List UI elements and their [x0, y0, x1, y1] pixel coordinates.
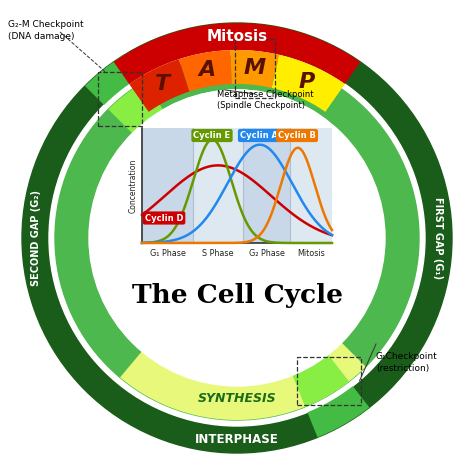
Text: M: M	[244, 58, 266, 78]
Text: INTERPHASE: INTERPHASE	[195, 433, 279, 446]
Bar	[290, 128, 332, 243]
Circle shape	[89, 90, 385, 386]
Text: Cyclin B: Cyclin B	[278, 131, 316, 140]
Circle shape	[89, 90, 385, 386]
Text: G₂-M Checkpoint
(DNA damage): G₂-M Checkpoint (DNA damage)	[8, 20, 83, 41]
Text: G₁ Phase: G₁ Phase	[150, 249, 186, 258]
Text: S Phase: S Phase	[202, 249, 234, 258]
Circle shape	[49, 50, 425, 426]
Polygon shape	[85, 52, 143, 105]
Circle shape	[55, 56, 419, 420]
Polygon shape	[179, 50, 232, 92]
Text: Concentration: Concentration	[128, 158, 137, 213]
Polygon shape	[322, 89, 419, 387]
Text: G₂ Phase: G₂ Phase	[248, 249, 284, 258]
Bar	[243, 128, 290, 243]
Text: Mitosis: Mitosis	[297, 249, 325, 258]
Text: The Cell Cycle: The Cell Cycle	[131, 283, 343, 308]
Text: Mitosis: Mitosis	[207, 29, 267, 44]
Text: Cyclin D: Cyclin D	[145, 213, 183, 222]
Polygon shape	[114, 23, 360, 84]
Text: Cyclin E: Cyclin E	[193, 131, 230, 140]
Text: Metaphase Checkpoint
(Spindle Checkpoint): Metaphase Checkpoint (Spindle Checkpoint…	[217, 90, 313, 110]
Circle shape	[22, 23, 452, 453]
Text: FIRST GAP (G₁): FIRST GAP (G₁)	[434, 197, 444, 279]
Polygon shape	[230, 50, 279, 88]
Polygon shape	[272, 55, 345, 112]
Text: A: A	[199, 60, 216, 79]
Text: SYNTHESIS: SYNTHESIS	[198, 392, 276, 405]
Bar	[142, 128, 332, 243]
Polygon shape	[108, 80, 163, 133]
Polygon shape	[55, 89, 186, 409]
Polygon shape	[120, 343, 366, 420]
Text: P: P	[299, 72, 315, 92]
Bar	[142, 128, 193, 243]
Text: Cyclin A: Cyclin A	[240, 131, 278, 140]
Text: SECOND GAP (G₂): SECOND GAP (G₂)	[30, 190, 40, 286]
Polygon shape	[292, 355, 349, 407]
Polygon shape	[129, 59, 190, 112]
Bar	[193, 128, 243, 243]
Text: T: T	[155, 74, 170, 94]
Polygon shape	[308, 386, 369, 438]
Text: G₁Checkpoint
(restriction): G₁Checkpoint (restriction)	[376, 352, 438, 373]
